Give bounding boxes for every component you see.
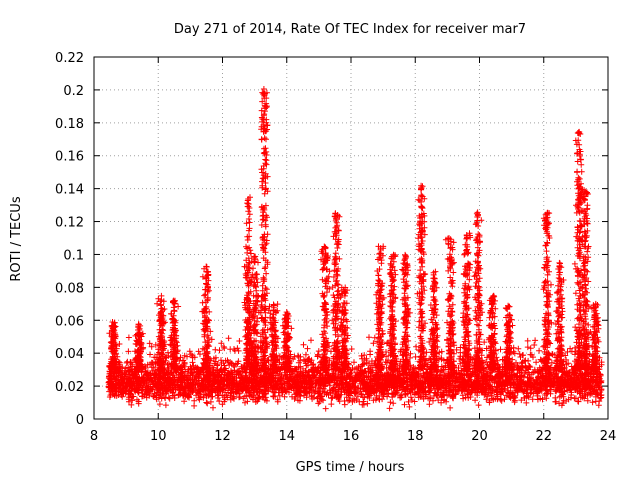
data-point xyxy=(212,346,219,353)
data-point xyxy=(220,343,227,350)
data-point xyxy=(589,399,596,406)
data-point xyxy=(390,400,397,407)
data-point xyxy=(304,345,311,352)
data-point xyxy=(181,398,188,405)
data-point xyxy=(536,347,543,354)
data-point xyxy=(214,361,221,368)
data-point xyxy=(358,391,365,398)
data-point xyxy=(170,304,177,311)
data-point xyxy=(158,292,165,299)
data-point xyxy=(209,393,216,400)
data-point xyxy=(358,352,365,359)
data-point xyxy=(204,400,211,407)
data-point xyxy=(205,335,212,341)
data-point xyxy=(246,219,253,226)
data-point xyxy=(191,397,198,404)
data-point xyxy=(532,337,539,344)
data-point xyxy=(197,351,203,358)
data-point xyxy=(515,345,522,352)
data-point xyxy=(413,343,420,350)
data-point xyxy=(245,208,252,215)
data-point xyxy=(366,334,372,341)
data-point xyxy=(186,348,193,355)
data-point xyxy=(386,405,393,412)
data-point xyxy=(191,402,198,409)
y-axis-label: ROTI / TECUs xyxy=(9,196,24,281)
data-point xyxy=(328,401,335,408)
data-point xyxy=(165,394,172,401)
data-points xyxy=(105,86,605,412)
data-point xyxy=(350,395,356,402)
data-point xyxy=(322,405,329,412)
data-point xyxy=(244,398,251,405)
data-point xyxy=(134,396,140,403)
data-point xyxy=(460,395,467,402)
data-point xyxy=(524,337,531,344)
data-point xyxy=(348,346,355,352)
data-point xyxy=(527,345,534,352)
data-point xyxy=(497,346,504,353)
data-point xyxy=(387,399,394,406)
data-point xyxy=(453,346,460,353)
data-point xyxy=(475,402,482,409)
data-point xyxy=(472,397,479,404)
data-point xyxy=(533,359,540,366)
data-point xyxy=(302,351,309,358)
data-point xyxy=(158,305,165,312)
data-point xyxy=(162,402,169,409)
x-axis-label: GPS time / hours xyxy=(296,460,405,475)
data-point xyxy=(300,341,307,348)
data-point xyxy=(537,395,544,402)
data-point xyxy=(364,400,371,407)
data-point xyxy=(195,348,202,355)
data-point xyxy=(246,211,253,218)
data-point xyxy=(531,342,538,348)
data-point xyxy=(349,398,356,405)
data-point xyxy=(401,401,408,408)
data-point xyxy=(524,344,531,351)
data-point xyxy=(125,334,132,341)
data-point xyxy=(357,388,363,395)
data-point xyxy=(567,394,574,401)
data-point xyxy=(367,351,374,358)
data-point xyxy=(147,351,153,358)
data-point xyxy=(225,335,232,342)
data-point xyxy=(234,345,241,352)
data-point xyxy=(595,402,602,409)
data-point xyxy=(315,348,322,355)
data-point xyxy=(203,399,210,406)
data-point xyxy=(308,337,314,344)
data-point xyxy=(156,401,163,408)
data-point xyxy=(383,349,389,355)
data-point xyxy=(529,396,536,403)
data-point xyxy=(516,351,523,357)
chart-title: Day 271 of 2014, Rate Of TEC Index for r… xyxy=(174,22,526,37)
data-point xyxy=(409,397,415,404)
data-point xyxy=(426,401,433,408)
data-point xyxy=(523,399,530,406)
data-point xyxy=(341,401,348,408)
data-point xyxy=(447,404,454,411)
data-point xyxy=(592,398,599,405)
data-point xyxy=(358,390,365,397)
data-point xyxy=(360,394,366,401)
data-point xyxy=(236,338,243,344)
data-point xyxy=(236,393,243,400)
data-point xyxy=(207,398,214,405)
data-point xyxy=(315,400,322,407)
data-point xyxy=(312,388,319,395)
data-point xyxy=(208,336,215,343)
data-point xyxy=(457,360,464,367)
data-point xyxy=(210,404,216,411)
data-point xyxy=(270,393,277,400)
